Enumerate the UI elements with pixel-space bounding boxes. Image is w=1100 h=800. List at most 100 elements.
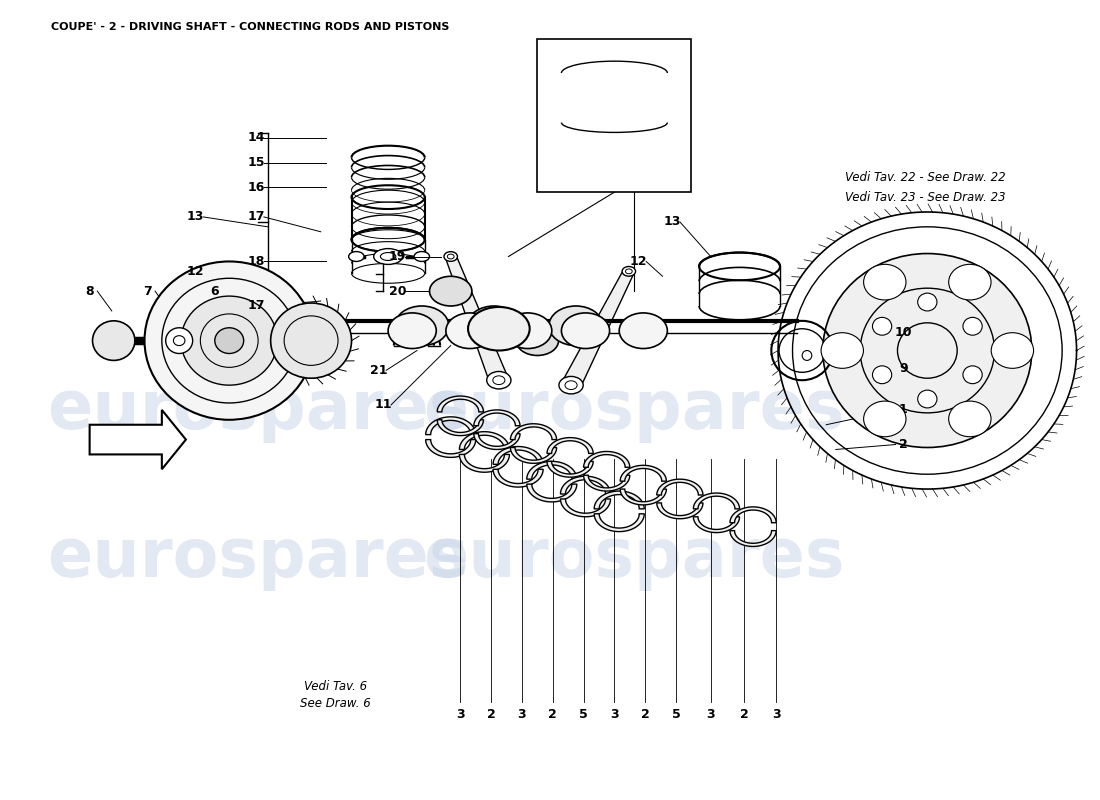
Polygon shape bbox=[584, 451, 630, 467]
Ellipse shape bbox=[374, 249, 403, 265]
Ellipse shape bbox=[92, 321, 135, 361]
Ellipse shape bbox=[182, 296, 277, 385]
Text: 2: 2 bbox=[641, 708, 650, 721]
Ellipse shape bbox=[446, 313, 494, 349]
Polygon shape bbox=[474, 410, 520, 426]
Ellipse shape bbox=[349, 251, 364, 262]
Text: class A + H: class A + H bbox=[583, 162, 646, 171]
Text: 13: 13 bbox=[663, 215, 681, 228]
Polygon shape bbox=[437, 420, 483, 436]
Ellipse shape bbox=[516, 326, 559, 355]
Ellipse shape bbox=[444, 252, 458, 262]
Polygon shape bbox=[594, 491, 645, 509]
Text: 18: 18 bbox=[248, 255, 265, 268]
Text: classe A + H: classe A + H bbox=[580, 148, 650, 158]
Polygon shape bbox=[730, 507, 777, 522]
Polygon shape bbox=[584, 475, 630, 491]
Ellipse shape bbox=[559, 377, 583, 394]
Text: 7: 7 bbox=[143, 285, 152, 298]
Ellipse shape bbox=[872, 366, 892, 384]
Polygon shape bbox=[426, 439, 475, 458]
Text: 16: 16 bbox=[248, 181, 265, 194]
Text: 5: 5 bbox=[672, 708, 681, 721]
Text: See Draw. 6: See Draw. 6 bbox=[300, 698, 371, 710]
Ellipse shape bbox=[166, 328, 192, 354]
Polygon shape bbox=[547, 438, 593, 454]
Text: COUPE' - 2 - DRIVING SHAFT - CONNECTING RODS AND PISTONS: COUPE' - 2 - DRIVING SHAFT - CONNECTING … bbox=[51, 22, 450, 32]
Text: 17: 17 bbox=[248, 210, 265, 223]
Ellipse shape bbox=[214, 328, 244, 354]
Ellipse shape bbox=[144, 262, 314, 420]
Text: eurospares: eurospares bbox=[47, 377, 469, 443]
Ellipse shape bbox=[864, 264, 906, 300]
Polygon shape bbox=[561, 476, 610, 494]
Polygon shape bbox=[561, 499, 610, 517]
Text: 21: 21 bbox=[370, 364, 387, 377]
Ellipse shape bbox=[414, 251, 429, 262]
Text: 5: 5 bbox=[580, 708, 588, 721]
Polygon shape bbox=[474, 434, 520, 450]
Bar bbox=[538, 39, 692, 192]
Polygon shape bbox=[493, 446, 543, 464]
Polygon shape bbox=[693, 517, 739, 533]
Text: 12: 12 bbox=[187, 265, 205, 278]
Polygon shape bbox=[563, 269, 634, 390]
Polygon shape bbox=[657, 479, 703, 495]
Text: 2: 2 bbox=[487, 708, 495, 721]
Ellipse shape bbox=[872, 318, 892, 335]
Text: eurospares: eurospares bbox=[422, 377, 845, 443]
Ellipse shape bbox=[468, 307, 530, 350]
Polygon shape bbox=[437, 396, 483, 412]
Text: 2: 2 bbox=[549, 708, 557, 721]
Ellipse shape bbox=[991, 333, 1034, 368]
Polygon shape bbox=[527, 462, 576, 479]
Ellipse shape bbox=[821, 333, 864, 368]
Ellipse shape bbox=[388, 313, 437, 349]
Text: 12: 12 bbox=[629, 255, 647, 268]
Ellipse shape bbox=[619, 313, 668, 349]
Ellipse shape bbox=[504, 313, 552, 349]
Text: Vedi Tav. 6: Vedi Tav. 6 bbox=[304, 681, 366, 694]
Text: 13: 13 bbox=[187, 210, 205, 223]
Ellipse shape bbox=[802, 350, 812, 361]
Ellipse shape bbox=[549, 306, 603, 346]
Text: 15: 15 bbox=[248, 156, 265, 169]
Polygon shape bbox=[460, 454, 509, 472]
Polygon shape bbox=[693, 493, 739, 509]
Text: 3: 3 bbox=[456, 708, 464, 721]
Ellipse shape bbox=[917, 390, 937, 408]
Ellipse shape bbox=[962, 366, 982, 384]
Ellipse shape bbox=[917, 293, 937, 311]
Polygon shape bbox=[657, 503, 703, 518]
Polygon shape bbox=[620, 489, 667, 505]
Polygon shape bbox=[89, 410, 186, 470]
Text: 1: 1 bbox=[899, 403, 907, 416]
Polygon shape bbox=[510, 447, 557, 463]
Ellipse shape bbox=[271, 303, 352, 378]
Text: 3: 3 bbox=[772, 708, 781, 721]
Polygon shape bbox=[426, 417, 475, 434]
Polygon shape bbox=[547, 462, 593, 477]
Ellipse shape bbox=[623, 266, 636, 276]
Text: 14: 14 bbox=[248, 131, 265, 144]
Ellipse shape bbox=[948, 264, 991, 300]
Text: 10: 10 bbox=[894, 326, 912, 339]
Ellipse shape bbox=[395, 306, 449, 346]
Text: 17: 17 bbox=[248, 299, 265, 313]
Text: eurospares: eurospares bbox=[47, 526, 469, 591]
Text: 19: 19 bbox=[389, 250, 406, 263]
Text: 20: 20 bbox=[389, 285, 407, 298]
Ellipse shape bbox=[429, 276, 472, 306]
Polygon shape bbox=[527, 484, 576, 502]
Ellipse shape bbox=[468, 306, 521, 346]
Text: 3: 3 bbox=[706, 708, 715, 721]
Text: eurospares: eurospares bbox=[422, 526, 845, 591]
Text: 2: 2 bbox=[899, 438, 907, 451]
Text: 8: 8 bbox=[86, 285, 94, 298]
Ellipse shape bbox=[962, 318, 982, 335]
Polygon shape bbox=[510, 424, 557, 439]
Text: 11: 11 bbox=[375, 398, 392, 411]
Ellipse shape bbox=[486, 371, 512, 389]
Text: 3: 3 bbox=[610, 708, 618, 721]
Text: 2: 2 bbox=[740, 708, 749, 721]
